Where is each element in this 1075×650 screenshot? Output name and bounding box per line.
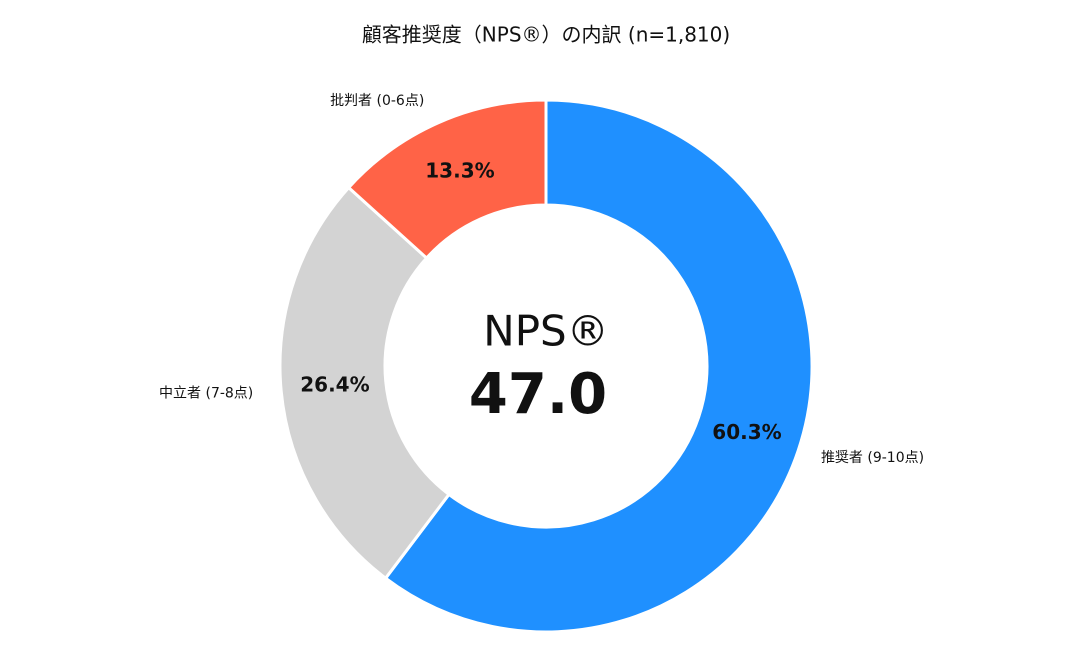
- slice: [383, 98, 814, 634]
- value-label: 26.4%: [300, 372, 369, 396]
- category-label: 中立者 (7-8点): [159, 385, 253, 401]
- slices: [278, 98, 814, 634]
- chart-title: 顧客推奨度（NPS®）の内訳 (n=1,810): [362, 23, 730, 47]
- slice: [278, 185, 452, 581]
- center-label: NPS®: [483, 307, 608, 356]
- value-label: 60.3%: [712, 420, 781, 444]
- category-label: 推奨者 (9-10点): [821, 450, 924, 466]
- slice: [346, 98, 548, 261]
- center-value: 47.0: [469, 362, 607, 427]
- value-label: 13.3%: [425, 159, 494, 183]
- category-label: 批判者 (0-6点): [330, 93, 424, 109]
